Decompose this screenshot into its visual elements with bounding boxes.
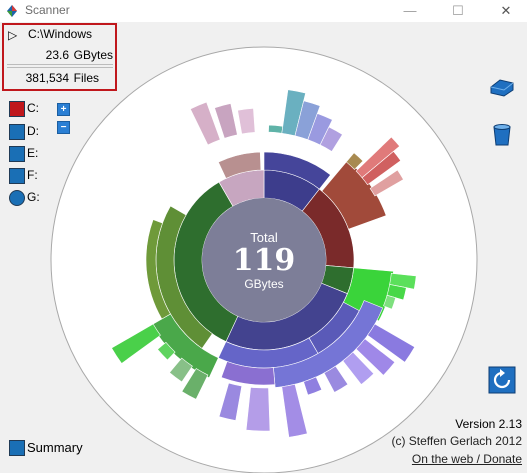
segment-outer-7[interactable] — [361, 150, 402, 186]
segment-outer-5[interactable] — [345, 152, 364, 170]
segment-outer-14[interactable] — [342, 351, 375, 385]
drive-label: C: — [27, 101, 39, 115]
files-value: 381,534 — [25, 71, 69, 85]
segment-outer-18[interactable] — [245, 386, 271, 432]
center-total-label: Total — [250, 230, 278, 245]
drive-c[interactable]: C: — [9, 101, 69, 117]
drive-d[interactable]: D: — [9, 124, 69, 140]
files-unit: Files — [73, 71, 99, 85]
size-unit: GBytes — [73, 48, 113, 62]
segment-outer-25[interactable] — [214, 103, 238, 139]
zoom-in-button[interactable]: + — [57, 103, 70, 116]
app-icon — [7, 5, 17, 17]
summary-button[interactable]: Summary — [9, 440, 109, 456]
back-arrow-icon[interactable]: ▷ — [8, 28, 18, 42]
current-path: C:\Windows — [28, 27, 93, 41]
segment-outer-24[interactable] — [189, 101, 221, 146]
trash-icon[interactable] — [488, 121, 516, 149]
drive-blue-icon — [9, 124, 25, 140]
close-button[interactable]: ✕ — [500, 3, 512, 18]
size-row: 23.6 GBytes — [7, 46, 113, 65]
segment-outer-11[interactable] — [383, 294, 397, 310]
segment-purple-sub[interactable] — [220, 361, 276, 386]
size-value: 23.6 — [45, 48, 69, 62]
segment-outer-8[interactable] — [369, 169, 404, 197]
maximize-button[interactable]: ☐ — [452, 3, 464, 18]
path-row[interactable]: ▷ C:\Windows — [8, 26, 114, 44]
window-title: Scanner — [25, 3, 70, 17]
summary-icon — [9, 440, 25, 456]
minimize-button[interactable]: — — [403, 3, 417, 18]
drive-label: F: — [27, 168, 38, 182]
chart-center-disc[interactable] — [202, 198, 326, 322]
drive-red-icon — [9, 101, 25, 117]
web-donate-link[interactable]: On the web / Donate — [411, 452, 522, 466]
segment-olive-sub[interactable] — [145, 219, 171, 320]
copyright-text: (c) Steffen Gerlach 2012 — [391, 434, 522, 448]
drive-e[interactable]: E: — [9, 146, 69, 162]
selection-info-panel: ▷ C:\Windows 23.6 GBytes 381,534 Files — [2, 23, 117, 91]
segment-outer-21[interactable] — [169, 357, 193, 383]
drive-blue-icon — [9, 146, 25, 162]
segment-outer-17[interactable] — [281, 383, 308, 438]
drive-g[interactable]: G: — [9, 190, 69, 206]
zoom-out-button[interactable]: − — [57, 121, 70, 134]
drive-label: D: — [27, 124, 39, 138]
segment-outer-12[interactable] — [367, 323, 416, 363]
segment-outer-23[interactable] — [111, 323, 161, 364]
drive-label: E: — [27, 146, 39, 160]
segment-rose-sub[interactable] — [217, 151, 262, 179]
summary-label: Summary — [27, 440, 83, 455]
segment-outer-0[interactable] — [268, 124, 284, 134]
segment-outer-4[interactable] — [319, 126, 343, 152]
drive-f[interactable]: F: — [9, 168, 69, 184]
segment-outer-16[interactable] — [303, 376, 323, 396]
chart-segments[interactable] — [111, 89, 417, 438]
segment-outer-20[interactable] — [181, 368, 209, 400]
files-row: 381,534 Files — [7, 67, 113, 86]
refresh-icon[interactable] — [488, 366, 516, 394]
segment-outer-15[interactable] — [323, 365, 349, 393]
eraser-icon[interactable] — [488, 73, 516, 101]
segment-outer-19[interactable] — [218, 382, 243, 421]
segment-windows-sub[interactable] — [263, 151, 331, 190]
version-text: Version 2.13 — [455, 417, 522, 431]
drive-label: G: — [27, 190, 40, 204]
drive-blue-icon — [9, 168, 25, 184]
segment-outer-13[interactable] — [355, 338, 396, 376]
segment-outer-22[interactable] — [157, 341, 176, 361]
cd-icon — [9, 190, 25, 206]
center-total-value: 119 — [233, 243, 296, 278]
title-bar: Scanner — ☐ ✕ — [0, 0, 527, 22]
segment-outer-26[interactable] — [237, 108, 256, 135]
center-total-unit: GBytes — [244, 277, 283, 291]
